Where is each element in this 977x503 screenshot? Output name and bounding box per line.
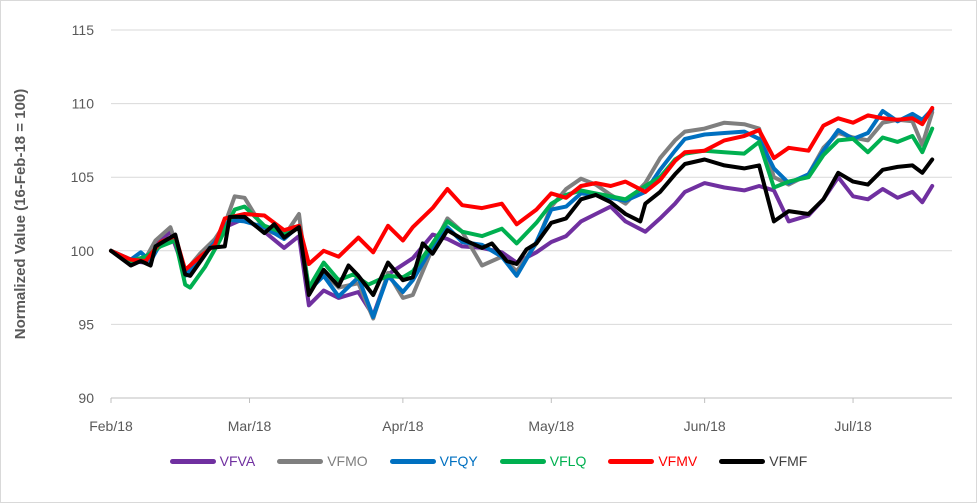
legend-label: VFMO <box>327 453 368 469</box>
series-line-vfmf <box>109 157 935 297</box>
legend-swatch <box>719 458 766 464</box>
legend-item-vfva: VFVA <box>169 453 256 469</box>
y-tick-label: 100 <box>71 243 95 259</box>
legend-swatch <box>608 458 655 464</box>
legend-item-vfmo: VFMO <box>277 453 368 469</box>
y-tick-label: 110 <box>72 96 95 112</box>
legend-swatch <box>169 458 216 464</box>
series-line-vfmv <box>109 106 935 272</box>
y-tick-label: 90 <box>78 390 94 406</box>
line-chart: 90 95 100 105 110 115 Feb/18 Mar/18 Apr/18 May/18… <box>12 22 952 434</box>
x-tick-label: Jun/18 <box>684 418 726 434</box>
chart-legend: VFVA VFMO VFQY VFLQ VFMV VFMF <box>1 453 976 469</box>
legend-label: VFVA <box>219 453 256 469</box>
legend-item-vfqy: VFQY <box>389 453 478 469</box>
legend-item-vflq: VFLQ <box>499 453 587 469</box>
legend-label: VFMF <box>769 453 808 469</box>
x-tick-label: Mar/18 <box>228 418 272 434</box>
y-axis-title: Normalized Value (16-Feb-18 = 100) <box>12 89 29 340</box>
legend-label: VFMV <box>658 453 698 469</box>
x-tick-label: Feb/18 <box>89 418 133 434</box>
x-tick-label: Jul/18 <box>834 418 872 434</box>
legend-swatch <box>389 458 436 464</box>
x-tick-label: May/18 <box>528 418 574 434</box>
series-line-vflq <box>109 126 935 290</box>
legend-item-vfmv: VFMV <box>608 453 697 469</box>
y-tick-label: 105 <box>71 169 95 185</box>
legend-swatch <box>277 458 324 464</box>
legend-label: VFLQ <box>549 453 587 469</box>
legend-label: VFQY <box>439 453 478 469</box>
legend-item-vfmf: VFMF <box>719 453 807 469</box>
x-tick-label: Apr/18 <box>382 418 423 434</box>
y-tick-label: 95 <box>78 316 94 332</box>
y-tick-label: 115 <box>72 22 95 38</box>
legend-swatch <box>499 458 546 464</box>
